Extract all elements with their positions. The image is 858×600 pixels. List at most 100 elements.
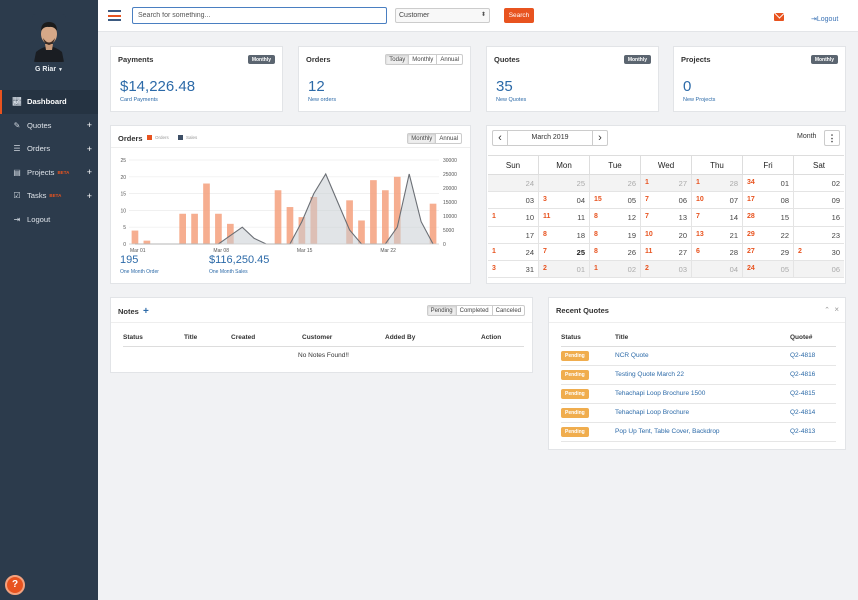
calendar-day-cell[interactable]: 15 05: [589, 192, 640, 209]
tab-canceled[interactable]: Canceled: [491, 306, 524, 315]
mail-icon[interactable]: [774, 13, 784, 21]
day-event-count[interactable]: 1: [594, 264, 598, 272]
calendar-day-cell[interactable]: 1 27: [640, 175, 691, 192]
avatar[interactable]: [32, 14, 66, 62]
calendar-day-cell[interactable]: 11 27: [640, 243, 691, 260]
quote-title-link[interactable]: Pop Up Tent, Table Cover, Backdrop: [615, 422, 790, 442]
day-event-count[interactable]: 13: [696, 230, 704, 238]
calendar-day-cell[interactable]: 3 31: [488, 261, 538, 277]
more-options-icon[interactable]: ⋮: [824, 130, 840, 146]
day-event-count[interactable]: 2: [798, 247, 802, 255]
day-event-count[interactable]: 10: [696, 196, 704, 204]
column-header[interactable]: Action: [481, 332, 524, 347]
close-icon[interactable]: ×: [834, 305, 839, 314]
calendar-month-label[interactable]: March 2019: [507, 131, 593, 145]
calendar-day-cell[interactable]: 13 21: [691, 226, 742, 243]
day-event-count[interactable]: 1: [645, 179, 649, 186]
quote-title-link[interactable]: Tehachapi Loop Brochure 1500: [615, 384, 790, 404]
day-event-count[interactable]: 15: [594, 196, 602, 204]
day-event-count[interactable]: 1: [696, 179, 700, 186]
day-event-count[interactable]: 11: [645, 247, 653, 255]
day-event-count[interactable]: 1: [492, 213, 496, 221]
calendar-day-cell[interactable]: 1 02: [589, 260, 640, 278]
expand-plus-icon[interactable]: +: [86, 120, 92, 131]
calendar-day-cell[interactable]: 27 29: [742, 243, 793, 260]
tab-monthly[interactable]: Monthly: [408, 134, 436, 143]
tab-monthly[interactable]: Monthly: [408, 55, 436, 64]
expand-plus-icon[interactable]: +: [86, 167, 92, 178]
calendar-view-label[interactable]: Month: [797, 133, 817, 140]
expand-plus-icon[interactable]: +: [86, 143, 92, 154]
tab-pending[interactable]: Pending: [427, 306, 456, 315]
calendar-day-cell[interactable]: 6 28: [691, 243, 742, 260]
day-event-count[interactable]: 17: [747, 196, 755, 204]
column-header[interactable]: Added By: [385, 332, 481, 347]
quote-title-link[interactable]: Tehachapi Loop Brochure: [615, 403, 790, 423]
help-button[interactable]: ?: [5, 575, 25, 595]
add-note-plus-icon[interactable]: +: [142, 306, 149, 317]
calendar-day-cell[interactable]: 03: [488, 192, 538, 208]
calendar-day-cell[interactable]: 2 30: [793, 243, 844, 260]
day-event-count[interactable]: 2: [543, 264, 547, 272]
calendar-day-cell[interactable]: 3 04: [538, 192, 589, 209]
next-month-icon[interactable]: ›: [598, 132, 602, 144]
calendar-day-cell[interactable]: 26: [589, 175, 640, 192]
quote-number-link[interactable]: Q2-4816: [790, 365, 836, 385]
day-event-count[interactable]: 11: [543, 213, 551, 221]
sidebar-item-projects[interactable]: ▤ Projects BETA +: [0, 161, 98, 185]
day-event-count[interactable]: 8: [594, 230, 598, 238]
expand-plus-icon[interactable]: +: [86, 190, 92, 201]
calendar-day-cell[interactable]: 11 11: [538, 209, 589, 226]
calendar-day-cell[interactable]: 8 12: [589, 209, 640, 226]
day-event-count[interactable]: 7: [645, 196, 649, 204]
calendar-day-cell[interactable]: 7 13: [640, 209, 691, 226]
calendar-day-cell[interactable]: 24 05: [742, 260, 793, 278]
calendar-day-cell[interactable]: 09: [793, 192, 844, 209]
day-event-count[interactable]: 24: [747, 264, 755, 272]
calendar-day-cell[interactable]: 7 06: [640, 192, 691, 209]
calendar-day-cell[interactable]: 1 10: [488, 209, 538, 225]
sidebar-item-dashboard[interactable]: 📈︎ Dashboard: [0, 90, 98, 114]
menu-toggle-icon[interactable]: [108, 10, 121, 21]
column-header[interactable]: Status: [123, 332, 184, 347]
column-header[interactable]: Customer: [302, 332, 385, 347]
quote-number-link[interactable]: Q2-4814: [790, 403, 836, 423]
quote-number-link[interactable]: Q2-4813: [790, 422, 836, 442]
calendar-day-cell[interactable]: 04: [691, 260, 742, 278]
tab-annual[interactable]: Annual: [436, 55, 462, 64]
calendar-day-cell[interactable]: 7 25: [538, 243, 589, 260]
prev-month-icon[interactable]: ‹: [498, 132, 502, 144]
calendar-day-cell[interactable]: 8 19: [589, 226, 640, 243]
day-event-count[interactable]: 7: [696, 213, 700, 221]
calendar-day-cell[interactable]: 23: [793, 226, 844, 243]
day-event-count[interactable]: 10: [645, 230, 653, 238]
day-event-count[interactable]: 29: [747, 230, 755, 238]
day-event-count[interactable]: 8: [543, 230, 547, 238]
sidebar-item-logout[interactable]: ⇥ Logout: [0, 208, 98, 232]
calendar-day-cell[interactable]: 29 22: [742, 226, 793, 243]
sidebar-item-tasks[interactable]: ☑ Tasks BETA +: [0, 184, 98, 208]
user-menu[interactable]: G Riar ▼: [0, 66, 98, 73]
calendar-day-cell[interactable]: 25: [538, 175, 589, 192]
column-header[interactable]: Title: [615, 332, 790, 347]
quote-number-link[interactable]: Q2-4815: [790, 384, 836, 404]
calendar-day-cell[interactable]: 24: [488, 175, 538, 192]
column-header[interactable]: Status: [561, 332, 615, 347]
quote-number-link[interactable]: Q2-4818: [790, 346, 836, 366]
calendar-day-cell[interactable]: 10 20: [640, 226, 691, 243]
calendar-day-cell[interactable]: 06: [793, 260, 844, 278]
calendar-day-cell[interactable]: 1 28: [691, 175, 742, 192]
column-header[interactable]: Created: [231, 332, 302, 347]
day-event-count[interactable]: 6: [696, 247, 700, 255]
search-type-select[interactable]: Customer ⬍: [395, 8, 490, 23]
day-event-count[interactable]: 2: [645, 264, 649, 272]
calendar-day-cell[interactable]: 8 18: [538, 226, 589, 243]
calendar-day-cell[interactable]: 1 24: [488, 244, 538, 260]
day-event-count[interactable]: 3: [543, 196, 547, 204]
quote-title-link[interactable]: NCR Quote: [615, 346, 790, 366]
quote-title-link[interactable]: Testing Quote March 22: [615, 365, 790, 385]
calendar-day-cell[interactable]: 17 08: [742, 192, 793, 209]
tab-annual[interactable]: Annual: [435, 134, 461, 143]
search-input[interactable]: [132, 7, 387, 24]
day-event-count[interactable]: 8: [594, 213, 598, 221]
